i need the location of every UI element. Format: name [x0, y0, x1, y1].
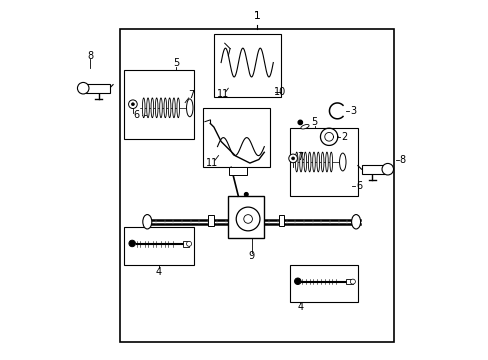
Ellipse shape	[304, 152, 306, 172]
Ellipse shape	[146, 98, 149, 118]
Ellipse shape	[325, 152, 327, 172]
Bar	[143, 220, 359, 224]
Ellipse shape	[155, 98, 158, 118]
Circle shape	[236, 207, 260, 231]
Ellipse shape	[295, 152, 297, 172]
Bar	[278, 215, 284, 226]
Ellipse shape	[142, 98, 145, 118]
Text: 11: 11	[205, 158, 218, 168]
Bar	[228, 196, 264, 238]
Ellipse shape	[160, 98, 162, 118]
Ellipse shape	[186, 99, 193, 117]
Bar	[213, 34, 280, 97]
Bar	[208, 215, 213, 226]
Text: 2: 2	[341, 132, 347, 142]
Bar	[182, 241, 189, 247]
Text: 1: 1	[253, 11, 260, 21]
Text: 7: 7	[188, 90, 194, 100]
Bar	[361, 165, 384, 174]
Ellipse shape	[321, 152, 323, 172]
Text: 6: 6	[133, 110, 139, 120]
Circle shape	[129, 240, 135, 247]
Bar	[86, 84, 109, 93]
Text: 11: 11	[216, 89, 228, 99]
Text: 4: 4	[297, 302, 303, 312]
Bar	[289, 265, 357, 302]
Ellipse shape	[339, 153, 346, 171]
Circle shape	[131, 103, 134, 106]
Text: 8: 8	[87, 51, 93, 61]
Bar	[289, 128, 357, 196]
Ellipse shape	[177, 98, 179, 118]
Bar	[229, 167, 247, 175]
Text: 5: 5	[173, 58, 179, 68]
Circle shape	[77, 82, 89, 94]
Text: 4: 4	[156, 267, 162, 277]
Bar	[346, 279, 352, 284]
Bar	[123, 70, 194, 139]
Ellipse shape	[316, 152, 319, 172]
Circle shape	[298, 120, 302, 125]
Bar	[123, 227, 194, 265]
Ellipse shape	[172, 98, 175, 118]
Ellipse shape	[168, 98, 171, 118]
Ellipse shape	[163, 98, 166, 118]
Ellipse shape	[312, 152, 315, 172]
Circle shape	[294, 278, 301, 284]
Text: 5: 5	[311, 117, 317, 127]
Text: 6: 6	[356, 181, 362, 191]
Circle shape	[186, 241, 191, 246]
Text: 7: 7	[297, 152, 303, 162]
Circle shape	[244, 193, 247, 196]
Ellipse shape	[300, 125, 308, 129]
Ellipse shape	[351, 215, 360, 229]
Text: 3: 3	[349, 106, 356, 116]
Ellipse shape	[308, 152, 310, 172]
Text: 1: 1	[253, 11, 260, 21]
Bar	[203, 108, 269, 167]
Ellipse shape	[151, 98, 153, 118]
Bar	[120, 29, 393, 342]
Circle shape	[349, 279, 355, 284]
Circle shape	[291, 157, 294, 160]
Text: 8: 8	[398, 155, 405, 165]
Ellipse shape	[299, 152, 302, 172]
Circle shape	[128, 100, 137, 109]
Ellipse shape	[329, 152, 332, 172]
Text: 10: 10	[274, 87, 286, 97]
Circle shape	[381, 163, 393, 175]
Text: 9: 9	[248, 251, 254, 261]
Circle shape	[244, 215, 252, 223]
Ellipse shape	[142, 215, 151, 229]
Circle shape	[288, 154, 297, 163]
